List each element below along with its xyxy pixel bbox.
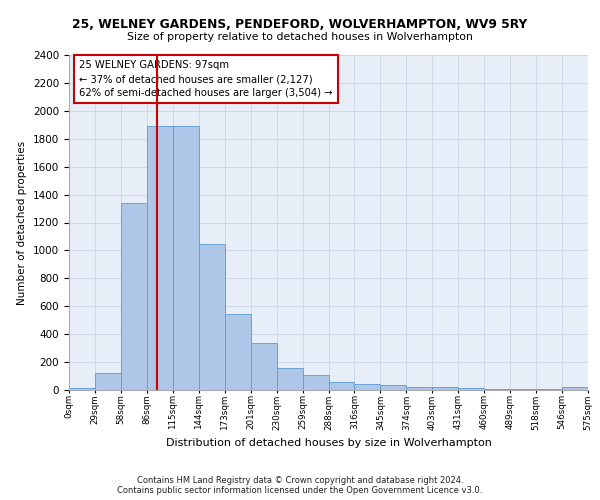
Bar — [173, 126, 199, 390]
Text: 25, WELNEY GARDENS, PENDEFORD, WOLVERHAMPTON, WV9 5RY: 25, WELNEY GARDENS, PENDEFORD, WOLVERHAM… — [73, 18, 527, 30]
Bar — [95, 372, 121, 390]
Bar — [458, 388, 484, 390]
Bar — [406, 386, 432, 390]
Bar — [225, 314, 251, 390]
Text: Contains public sector information licensed under the Open Government Licence v3: Contains public sector information licen… — [118, 486, 482, 495]
Bar — [302, 374, 329, 390]
Bar — [277, 368, 302, 390]
Bar — [121, 203, 147, 390]
Text: Contains HM Land Registry data © Crown copyright and database right 2024.: Contains HM Land Registry data © Crown c… — [137, 476, 463, 485]
Y-axis label: Number of detached properties: Number of detached properties — [17, 140, 28, 304]
Bar — [562, 387, 588, 390]
X-axis label: Distribution of detached houses by size in Wolverhampton: Distribution of detached houses by size … — [166, 438, 491, 448]
Bar — [199, 244, 224, 390]
Text: 25 WELNEY GARDENS: 97sqm
← 37% of detached houses are smaller (2,127)
62% of sem: 25 WELNEY GARDENS: 97sqm ← 37% of detach… — [79, 60, 333, 98]
Bar — [355, 384, 380, 390]
Bar — [147, 126, 173, 390]
Bar — [433, 387, 458, 390]
Bar — [380, 385, 406, 390]
Bar — [69, 388, 95, 390]
Bar — [251, 343, 277, 390]
Text: Size of property relative to detached houses in Wolverhampton: Size of property relative to detached ho… — [127, 32, 473, 42]
Bar — [329, 382, 355, 390]
